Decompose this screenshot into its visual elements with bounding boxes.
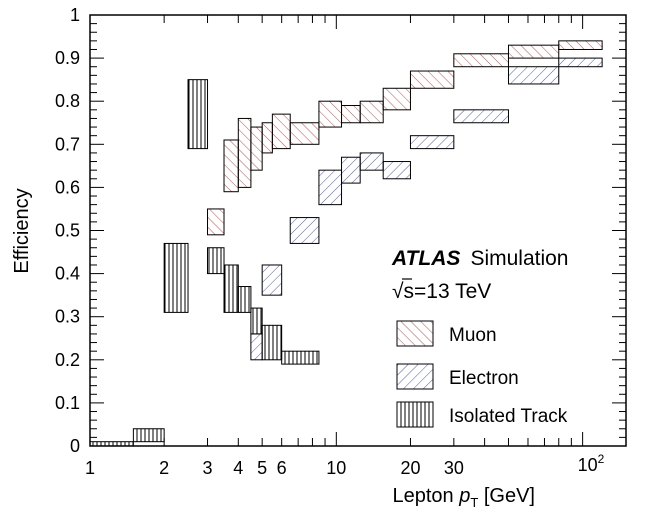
x-tick-label-3: 3 bbox=[203, 458, 213, 478]
bin-muon-8 bbox=[341, 105, 361, 124]
y-tick-label-0.2: 0.2 bbox=[55, 350, 80, 370]
bin-muon-5 bbox=[271, 113, 291, 150]
bin-isolated-track-6 bbox=[237, 286, 252, 313]
energy-sqrt: √ bbox=[392, 280, 404, 303]
y-tick-label-0.8: 0.8 bbox=[55, 91, 80, 111]
atlas-label: ATLAS Simulation bbox=[391, 247, 569, 270]
y-tick-label-1: 1 bbox=[70, 5, 80, 25]
bin-electron-4 bbox=[341, 156, 361, 184]
legend-label-isolated-track: Isolated Track bbox=[449, 406, 568, 427]
legend: Muon Electron Isolated Track bbox=[396, 320, 568, 428]
x-tick-label-6: 6 bbox=[277, 458, 287, 478]
x-axis-title: Lepton pT [GeV] bbox=[392, 485, 535, 510]
bin-isolated-track-1 bbox=[132, 428, 165, 443]
bin-electron-9 bbox=[507, 66, 560, 85]
bin-muon-1 bbox=[223, 139, 239, 193]
bin-muon-4 bbox=[261, 122, 273, 154]
bin-muon-11 bbox=[409, 70, 455, 89]
bin-electron-7 bbox=[409, 135, 455, 150]
simulation-word: Simulation bbox=[470, 247, 568, 270]
bin-isolated-track-7 bbox=[250, 307, 263, 335]
bin-isolated-track-2 bbox=[163, 242, 189, 313]
bin-muon-3 bbox=[250, 126, 263, 171]
y-tick-label-0.5: 0.5 bbox=[55, 221, 80, 241]
bin-electron-10 bbox=[558, 57, 603, 68]
x-axis-title-unit: [GeV] bbox=[478, 485, 535, 507]
bin-electron-1 bbox=[261, 264, 283, 296]
x-axis-title-lepton: Lepton bbox=[392, 485, 459, 507]
bin-electron-8 bbox=[453, 109, 509, 124]
y-tick-label-0.3: 0.3 bbox=[55, 307, 80, 327]
x-axis-title-p: p bbox=[458, 485, 470, 507]
bin-muon-0 bbox=[207, 208, 225, 236]
x-tick-label-30: 30 bbox=[444, 458, 464, 478]
y-tick-label-0.6: 0.6 bbox=[55, 177, 80, 197]
x-tick-100-base: 10 bbox=[578, 455, 598, 475]
bin-isolated-track-4 bbox=[207, 247, 225, 275]
bin-isolated-track-0 bbox=[89, 441, 134, 447]
bin-muon-10 bbox=[382, 87, 411, 111]
bin-muon-14 bbox=[558, 40, 603, 50]
tick-labels-layer: 1 2 3 4 5 6 10 20 30 0 0.1 0.2 0.3 0.4 0.5 0.6 0.7 0.8 0.9… bbox=[55, 5, 464, 478]
bin-electron-0 bbox=[250, 333, 263, 361]
bin-isolated-track-9 bbox=[281, 350, 320, 365]
ticks-layer bbox=[89, 14, 626, 447]
energy-label: √s=13 TeV bbox=[392, 280, 491, 303]
legend-swatch-electron bbox=[396, 363, 434, 390]
legend-label-electron: Electron bbox=[449, 368, 519, 389]
bin-electron-6 bbox=[382, 161, 411, 180]
bin-electron-3 bbox=[318, 169, 343, 206]
energy-rest: s=13 TeV bbox=[404, 280, 492, 303]
x-tick-label-100: 102 bbox=[578, 452, 605, 475]
x-tick-label-20: 20 bbox=[400, 458, 420, 478]
bin-isolated-track-5 bbox=[223, 264, 239, 313]
y-tick-label-0.4: 0.4 bbox=[55, 264, 80, 284]
y-tick-label-0.7: 0.7 bbox=[55, 134, 80, 154]
x-tick-label-5: 5 bbox=[257, 458, 267, 478]
bin-electron-2 bbox=[289, 217, 320, 244]
legend-label-muon: Muon bbox=[449, 325, 497, 346]
legend-swatch-isolated-track bbox=[396, 401, 434, 428]
bin-muon-9 bbox=[359, 100, 384, 124]
y-tick-label-0.9: 0.9 bbox=[55, 48, 80, 68]
bins-layer bbox=[89, 40, 603, 447]
bin-muon-13 bbox=[507, 44, 560, 59]
bin-muon-7 bbox=[318, 100, 343, 128]
bin-muon-2 bbox=[237, 117, 252, 188]
x-axis-title-sub: T bbox=[470, 495, 478, 510]
atlas-word: ATLAS bbox=[391, 247, 460, 270]
bin-isolated-track-8 bbox=[261, 324, 283, 361]
legend-swatch-muon bbox=[396, 320, 434, 347]
x-tick-100-exp: 2 bbox=[598, 452, 605, 466]
x-tick-label-10: 10 bbox=[326, 458, 346, 478]
y-tick-label-0: 0 bbox=[70, 436, 80, 456]
bin-isolated-track-3 bbox=[187, 79, 209, 150]
y-axis-title: Efficiency bbox=[11, 188, 33, 273]
bin-muon-12 bbox=[453, 53, 509, 68]
y-tick-label-0.1: 0.1 bbox=[55, 393, 80, 413]
x-tick-label-4: 4 bbox=[233, 458, 243, 478]
x-tick-label-1: 1 bbox=[85, 458, 95, 478]
x-tick-label-2: 2 bbox=[159, 458, 169, 478]
bin-muon-6 bbox=[289, 122, 320, 145]
bin-electron-5 bbox=[359, 152, 384, 171]
